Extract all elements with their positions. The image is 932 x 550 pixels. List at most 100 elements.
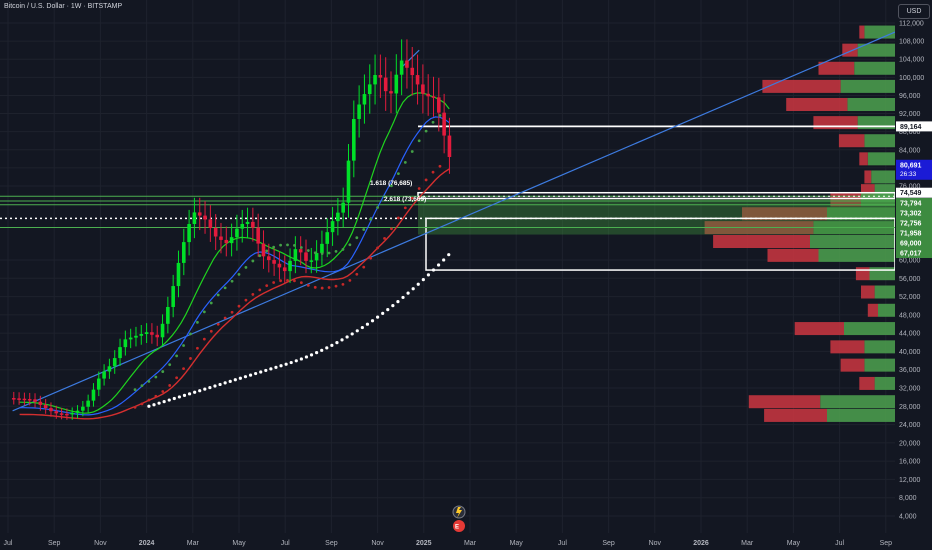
candle-up xyxy=(134,335,138,338)
ma-dot-red xyxy=(244,298,248,302)
candle-up xyxy=(325,232,330,244)
event-icons[interactable]: E xyxy=(452,505,466,532)
volume-down-bar xyxy=(859,376,875,390)
candle-up xyxy=(75,410,80,413)
time-tick-label: Nov xyxy=(649,540,662,547)
trendline xyxy=(400,49,420,69)
volume-down-bar xyxy=(840,358,865,372)
ma-dot-red xyxy=(383,236,386,240)
time-tick-label: Mar xyxy=(741,540,754,547)
candle-down xyxy=(150,332,154,335)
candle-down xyxy=(437,97,441,113)
price-tick-label: 36,000 xyxy=(899,367,921,374)
ma200-dot xyxy=(238,376,242,380)
ma-dot-green xyxy=(355,236,359,240)
volume-down-bar xyxy=(864,170,872,184)
price-tick-label: 4,000 xyxy=(899,514,917,521)
price-label-bg xyxy=(896,121,932,132)
ma-dot-red xyxy=(299,281,303,285)
ma-dot-green xyxy=(202,310,206,314)
volume-down-bar xyxy=(867,303,878,317)
ma-dot-red xyxy=(147,398,151,402)
currency-button[interactable]: USD xyxy=(898,4,930,19)
ma-dot-green xyxy=(279,243,282,247)
current-price-label: 80,691 xyxy=(900,162,922,169)
price-label-bg xyxy=(896,198,932,208)
price-tick-label: 12,000 xyxy=(899,477,921,484)
ma-dot-red xyxy=(417,187,421,190)
bar-countdown: 26:33 xyxy=(900,171,917,178)
ma200-dot xyxy=(172,396,176,401)
candle-down xyxy=(415,75,420,85)
volume-up-bar xyxy=(827,408,895,422)
ma-dot-red xyxy=(189,357,192,360)
volume-up-bar xyxy=(857,43,895,57)
volume-down-bar xyxy=(838,134,865,148)
ma-dot-red xyxy=(258,288,262,292)
candle-down xyxy=(27,399,32,401)
candle-up xyxy=(123,339,128,348)
volume-up-bar xyxy=(864,25,895,39)
time-tick-label: May xyxy=(232,540,246,547)
candle-up xyxy=(166,306,170,324)
price-label-bg xyxy=(896,187,932,198)
time-tick-label: Sep xyxy=(325,540,338,547)
ma-dot-green xyxy=(417,139,421,143)
ma200-dot xyxy=(386,307,390,312)
ma-dot-green xyxy=(306,249,310,252)
price-level-label: 73,794 xyxy=(900,201,922,208)
time-axis-bg xyxy=(0,533,895,550)
volume-up-bar xyxy=(810,235,895,248)
ma-dot-green xyxy=(313,251,317,255)
ma200-dot xyxy=(299,357,303,361)
volume-up-bar xyxy=(874,285,895,299)
time-axis[interactable]: Jul Sep Nov 2024 Mar May Jul Sep Nov 2025 Mar May Ju… xyxy=(0,533,895,550)
candle-down xyxy=(49,408,53,412)
volume-down-bar xyxy=(748,395,821,409)
ma-dot-green xyxy=(299,246,303,249)
ma-dot-green xyxy=(272,245,276,249)
ma200-dot xyxy=(294,359,298,363)
ma200-dot xyxy=(335,341,339,345)
ma-dot-green xyxy=(216,293,220,297)
ma-dot-green xyxy=(396,172,400,176)
candle-up xyxy=(176,262,181,287)
dotted-averages xyxy=(133,114,451,409)
candle-up xyxy=(144,332,149,335)
time-tick-label: Jul xyxy=(281,540,290,547)
volume-up-bar xyxy=(818,248,895,262)
candle-up xyxy=(346,160,351,203)
ma200-dot xyxy=(436,263,441,267)
ma200-dot xyxy=(431,268,436,272)
ma200-dot xyxy=(274,365,278,369)
price-axis[interactable]: 112,000 108,000 104,000 100,000 96,000 92,000… xyxy=(895,0,932,550)
ma200-dot xyxy=(228,379,232,383)
candle-down xyxy=(219,236,223,240)
price-tick-label: 112,000 xyxy=(899,21,924,28)
candle-down xyxy=(405,60,409,68)
volume-down-bar xyxy=(762,79,841,93)
candle-up xyxy=(229,237,234,244)
ma-dot-red xyxy=(140,402,144,406)
time-tick-label: May xyxy=(787,540,801,547)
ma-dot-red xyxy=(196,346,199,350)
ma200-dot xyxy=(198,389,202,393)
ma-dot-red xyxy=(431,170,435,174)
time-tick-label: Nov xyxy=(94,540,107,547)
candle-up xyxy=(309,260,314,262)
ma-dot-green xyxy=(251,259,255,263)
ma-dot-green xyxy=(348,243,352,247)
ma-dot-red xyxy=(161,390,165,393)
ma-dot-red xyxy=(306,283,310,287)
ma200-dot xyxy=(406,291,410,295)
ma200-dot xyxy=(365,322,370,326)
ma200-dot xyxy=(157,401,161,405)
ma200-dot xyxy=(182,393,187,397)
ma-dot-green xyxy=(189,332,192,336)
ma200-dot xyxy=(213,384,217,388)
candle-up xyxy=(86,400,90,407)
price-level-label: 69,000 xyxy=(900,241,922,248)
price-tick-label: 32,000 xyxy=(899,386,921,393)
ma200-dot xyxy=(411,287,415,291)
